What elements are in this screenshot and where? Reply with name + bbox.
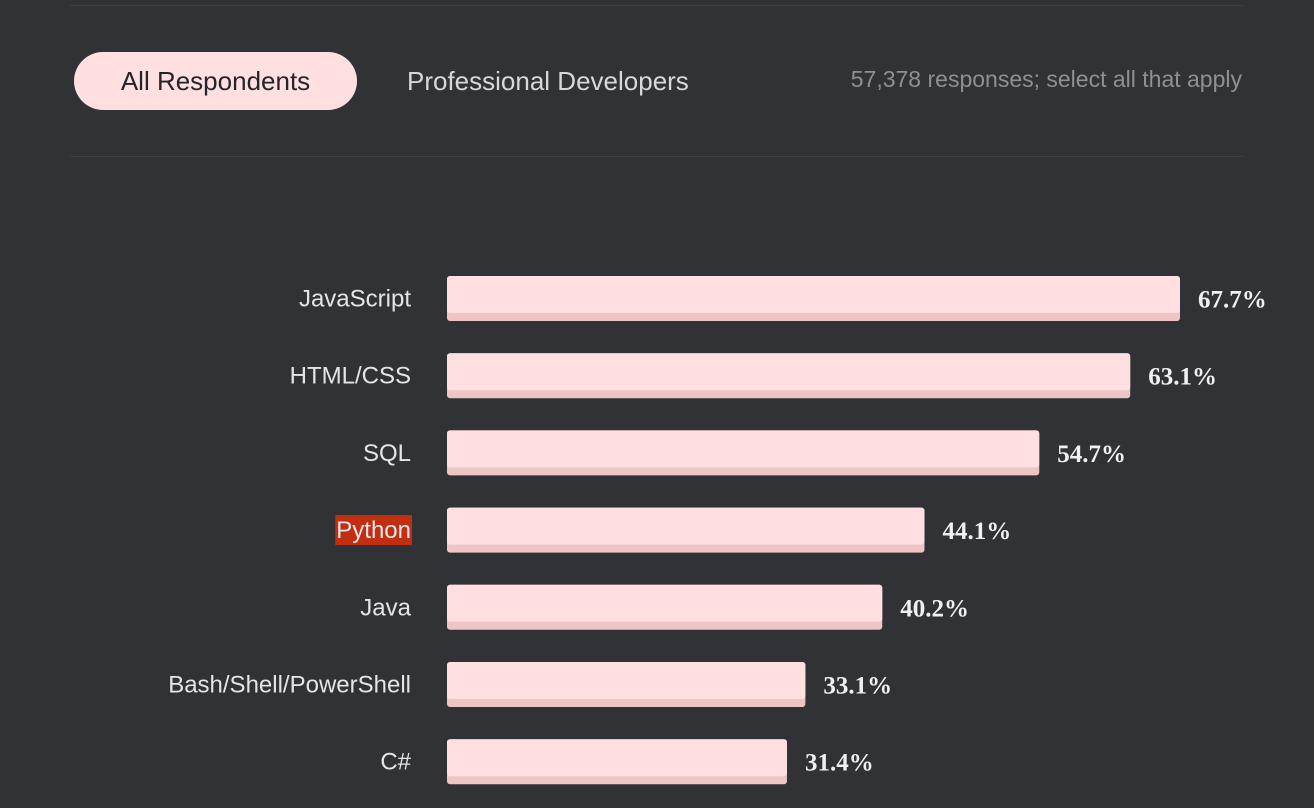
bar[interactable]	[447, 507, 925, 545]
search-highlight	[335, 515, 412, 546]
bar[interactable]	[447, 662, 806, 699]
category-label: Bash/Shell/PowerShell	[168, 672, 411, 699]
responses-count-note: 57,378 responses; select all that apply	[850, 66, 1242, 92]
category-label: Python	[336, 517, 411, 544]
category-label: C#	[380, 749, 411, 776]
value-label: 33.1%	[823, 673, 892, 700]
tab-all-respondents[interactable]: All Respondents	[74, 52, 357, 110]
value-label: 44.1%	[942, 518, 1011, 545]
bar[interactable]	[447, 276, 1180, 313]
category-label: SQL	[363, 440, 411, 467]
category-label: HTML/CSS	[290, 363, 411, 390]
bar[interactable]	[447, 584, 883, 622]
header-divider	[70, 156, 1243, 157]
value-label: 67.7%	[1198, 287, 1267, 314]
value-label: 40.2%	[900, 595, 969, 622]
category-label: Java	[360, 594, 411, 621]
respondent-tabs: All Respondents Professional Developers	[74, 52, 689, 110]
top-divider	[70, 5, 1243, 6]
category-label: JavaScript	[299, 286, 411, 313]
tab-professional-developers[interactable]: Professional Developers	[407, 65, 689, 96]
bar[interactable]	[447, 739, 787, 777]
value-label: 31.4%	[805, 750, 874, 777]
value-label: 54.7%	[1057, 441, 1126, 468]
value-label: 63.1%	[1148, 364, 1217, 391]
bar[interactable]	[447, 353, 1131, 391]
bar[interactable]	[447, 430, 1040, 468]
